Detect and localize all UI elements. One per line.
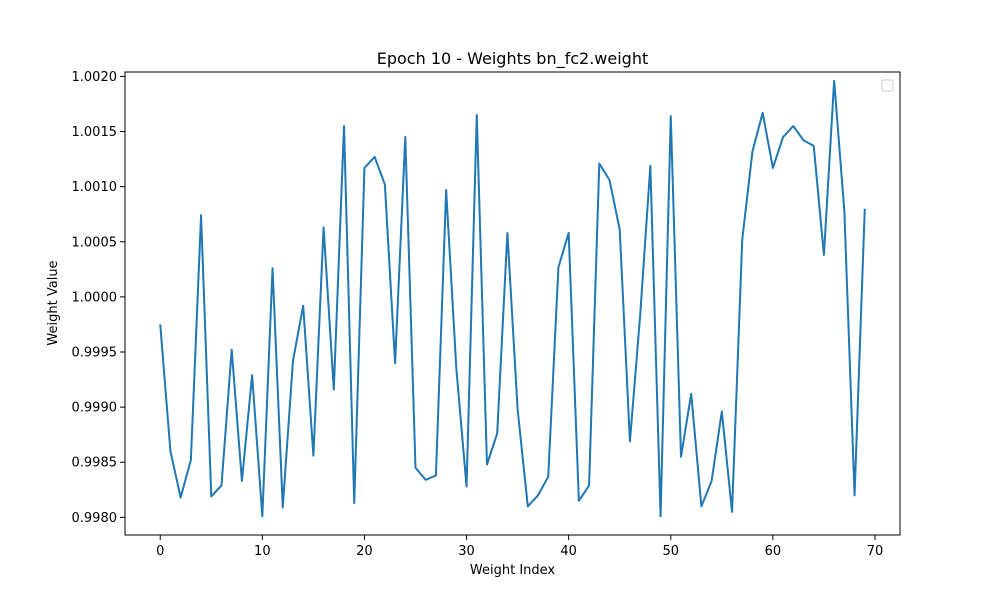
data-point [783,137,784,138]
data-point [425,479,426,480]
data-point [303,305,304,306]
data-point [680,456,681,457]
data-point [282,507,283,508]
y-tick-label: 1.0000 [72,290,118,305]
y-axis-label: Weight Value [46,260,61,345]
data-point [619,229,620,230]
data-point [558,267,559,268]
data-point [823,255,824,256]
data-point [313,455,314,456]
data-point [609,180,610,181]
data-point [364,167,365,168]
data-point [599,163,600,164]
x-tick-label: 10 [254,544,271,559]
data-point [170,451,171,452]
chart-title: Epoch 10 - Weights bn_fc2.weight [377,49,648,69]
x-tick-label: 30 [458,544,475,559]
data-point [772,167,773,168]
data-point [732,511,733,512]
data-point [803,140,804,141]
data-point [864,208,865,209]
data-point [446,189,447,190]
data-point [456,368,457,369]
y-tick-label: 0.9995 [72,346,118,361]
y-tick-label: 0.9985 [72,456,118,471]
data-point [476,114,477,115]
data-point [262,516,263,517]
y-tick-label: 1.0005 [72,235,118,250]
data-point [201,215,202,216]
x-axis-label: Weight Index [470,563,556,578]
data-point [793,126,794,127]
data-point [640,315,641,316]
data-point [691,393,692,394]
data-point [517,409,518,410]
axes-frame [124,71,901,536]
data-point [374,156,375,157]
data-point [190,460,191,461]
x-tick-label: 70 [867,544,884,559]
data-point [323,227,324,228]
data-point [497,433,498,434]
data-point [742,239,743,240]
data-point [834,80,835,81]
data-point [538,495,539,496]
data-point [395,363,396,364]
data-point [578,500,579,501]
x-tick-label: 20 [356,544,373,559]
data-point [548,476,549,477]
data-point [231,349,232,350]
data-point [568,232,569,233]
data-point [527,506,528,507]
y-tick-label: 1.0015 [72,125,118,140]
data-point [701,506,702,507]
x-tick-label: 60 [765,544,782,559]
data-point [589,485,590,486]
series-line [159,79,866,518]
data-point [292,360,293,361]
data-point [721,411,722,412]
y-tick-label: 1.0010 [72,180,118,195]
data-point [241,480,242,481]
data-point [384,184,385,185]
data-point [486,464,487,465]
plot-area: 0 10 20 30 40 50 60 70 0.9980 0.9985 0.9990 0.9995 1… [72,70,901,559]
data-point [844,210,845,211]
y-tick-label: 0.9990 [72,401,118,416]
data-point [415,467,416,468]
data-point [660,516,661,517]
data-point [507,232,508,233]
data-point [333,389,334,390]
data-point [211,496,212,497]
data-point [670,116,671,117]
y-tick-label: 1.0020 [72,70,118,85]
data-point [354,503,355,504]
x-tick-label: 50 [662,544,679,559]
data-point [435,475,436,476]
data-point [466,486,467,487]
data-point [180,497,181,498]
legend-box [881,79,894,92]
data-point [405,137,406,138]
data-point [650,165,651,166]
data-point [252,375,253,376]
data-point [344,126,345,127]
data-point [762,112,763,113]
x-tick-label: 40 [560,544,577,559]
x-tick-label: 0 [156,544,164,559]
data-point [272,268,273,269]
data-point [813,145,814,146]
data-point [854,495,855,496]
data-point [711,480,712,481]
data-point [221,485,222,486]
y-tick-label: 0.9980 [72,511,118,526]
data-point [160,324,161,325]
data-point [629,441,630,442]
data-point [752,151,753,152]
